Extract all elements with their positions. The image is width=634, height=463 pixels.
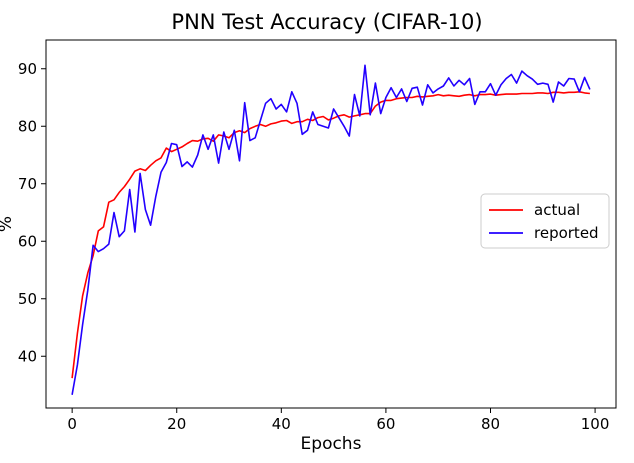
y-tick-label: 50 <box>18 290 37 308</box>
x-tick-label: 60 <box>376 415 395 433</box>
y-tick-label: 70 <box>18 175 37 193</box>
legend-box <box>480 193 610 249</box>
x-axis-label: Epochs <box>301 434 362 454</box>
x-tick-label: 100 <box>581 415 610 433</box>
x-tick-label: 40 <box>272 415 291 433</box>
x-tick-label: 0 <box>67 415 77 433</box>
series-line-reported <box>71 64 591 395</box>
y-axis-label: % <box>0 216 16 232</box>
axis-ticks: 0 20 40 60 80 100 40 50 60 70 80 90 <box>18 60 609 433</box>
x-tick-label: 80 <box>481 415 500 433</box>
y-tick-label: 40 <box>18 347 37 365</box>
x-tick-label: 20 <box>167 415 186 433</box>
plot-lines <box>71 64 591 395</box>
y-tick-label: 80 <box>18 117 37 135</box>
legend-label-reported: reported <box>534 224 599 242</box>
chart-title: PNN Test Accuracy (CIFAR-10) <box>171 10 482 34</box>
y-tick-label: 90 <box>18 60 37 78</box>
legend: actual reported <box>480 193 610 249</box>
legend-label-actual: actual <box>534 201 580 219</box>
y-tick-label: 60 <box>18 232 37 250</box>
plot-area-frame <box>45 39 617 409</box>
